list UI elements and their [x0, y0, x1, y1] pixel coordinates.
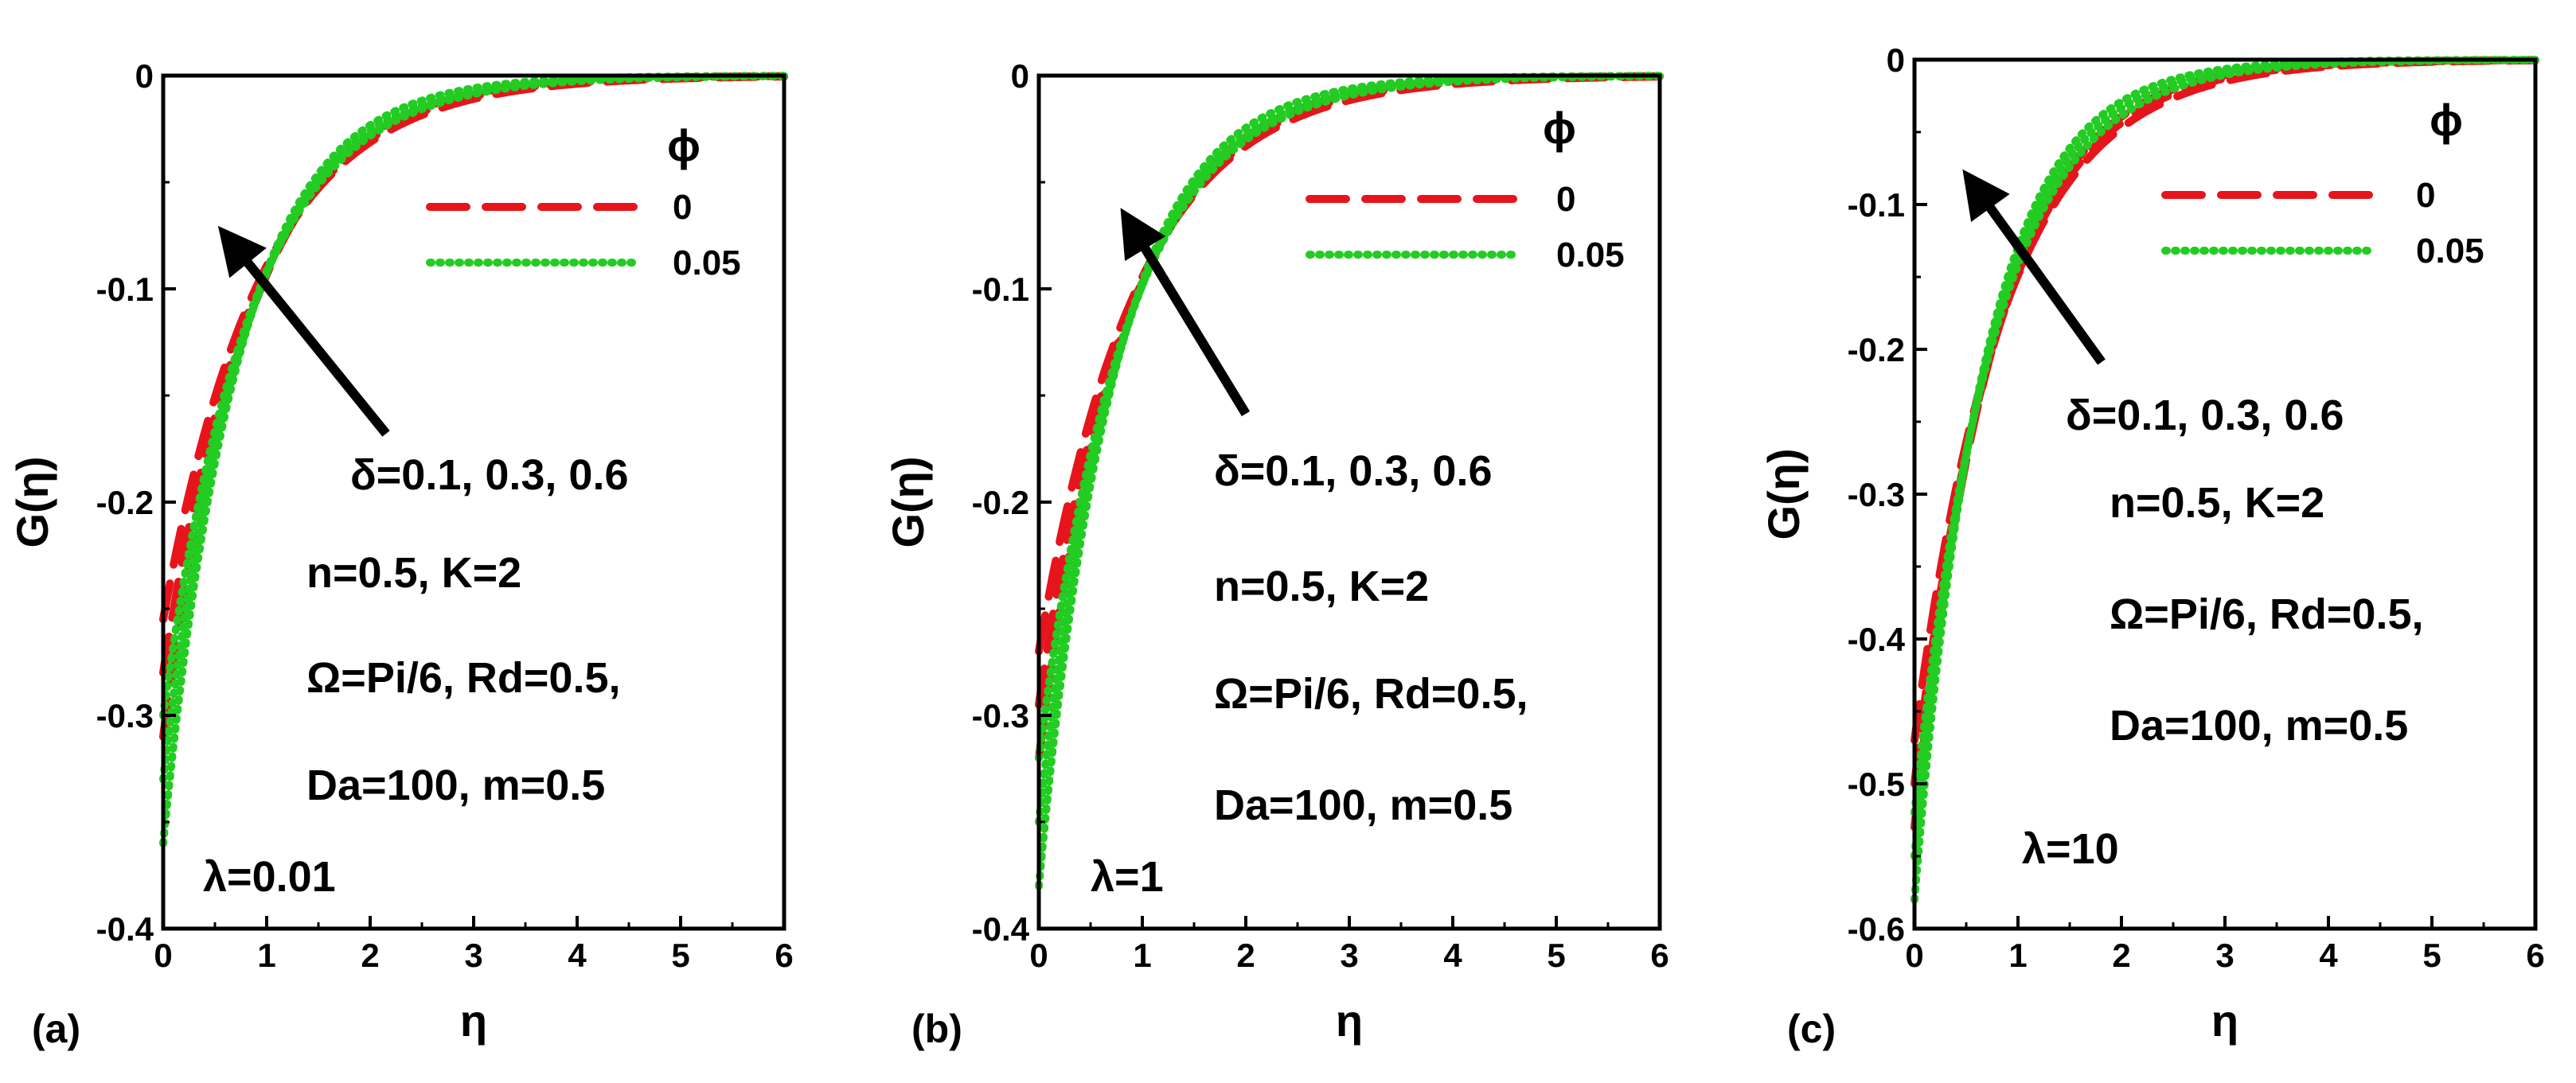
x-tick-label: 2 [2112, 937, 2130, 974]
legend-title: ϕ [1543, 103, 1576, 153]
y-tick-label: -0.3 [972, 697, 1029, 734]
param-lambda: λ=1 [1091, 853, 1164, 901]
x-tick-label: 5 [671, 937, 689, 974]
series-layer [159, 72, 788, 847]
param-omega-rd: Ω=Pi/6, Rd=0.5, [2110, 590, 2423, 638]
series-line-2 [1035, 72, 1664, 762]
y-axis-title: G(η) [7, 456, 57, 547]
x-tick-label: 4 [2319, 937, 2338, 974]
panel-a: 0 1 2 3 4 5 6 -0.4 -0.3 -0.2 -0.1 0 G(η) η (a) ϕ 0 … [7, 57, 794, 1051]
legend-label-phi-0: 0 [673, 188, 692, 227]
param-omega-rd: Ω=Pi/6, Rd=0.5, [306, 654, 620, 702]
x-tick-label: 4 [1443, 937, 1462, 974]
y-tick-label: -0.2 [972, 484, 1029, 521]
legend-title: ϕ [667, 120, 701, 170]
x-tick-label: 2 [1236, 937, 1255, 974]
x-tick-label: 6 [1650, 937, 1669, 974]
y-tick-label: 0 [135, 57, 154, 95]
series-line-2 [159, 72, 788, 741]
y-tick-label: -0.4 [96, 910, 154, 948]
param-n-k: n=0.5, K=2 [1214, 563, 1429, 610]
panel-b: 0 1 2 3 4 5 6 -0.4 -0.3 -0.2 -0.1 0 G(η) η (b) ϕ 0 … [883, 57, 1669, 1051]
series-line-3 [1035, 72, 1664, 762]
param-delta: δ=0.1, 0.3, 0.6 [1214, 447, 1493, 495]
x-axis-title: η [460, 995, 487, 1046]
panel-label: (b) [911, 1007, 962, 1051]
legend-label-phi-0: 0 [1556, 180, 1575, 219]
series-line-3 [159, 72, 788, 719]
y-tick-label: -0.1 [1848, 186, 1905, 224]
x-tick-label: 1 [1133, 937, 1151, 974]
panel-label: (a) [32, 1007, 80, 1051]
tick-layer: 0 1 2 3 4 5 6 -0.4 -0.3 -0.2 -0.1 0 [972, 57, 1669, 974]
legend-label-phi-005: 0.05 [673, 243, 741, 282]
x-tick-label: 5 [2422, 937, 2441, 974]
x-tick-label: 3 [1340, 937, 1358, 974]
panel-label: (c) [1787, 1007, 1836, 1051]
y-tick-label: -0.6 [1848, 910, 1905, 948]
y-tick-label: -0.1 [972, 271, 1029, 308]
x-tick-label: 6 [2526, 937, 2544, 974]
y-tick-label: -0.3 [1848, 476, 1905, 513]
param-lambda: λ=0.01 [203, 853, 336, 901]
param-da-m: Da=100, m=0.5 [1214, 781, 1512, 829]
x-tick-label: 1 [257, 937, 275, 974]
y-tick-label: 0 [1887, 41, 1905, 79]
y-tick-label: 0 [1011, 57, 1029, 95]
x-tick-label: 1 [2008, 937, 2027, 974]
panel-c: 0 1 2 3 4 5 6-0.6-0.5-0.4-0.3-0.2-0.10 G(η) η … [1758, 41, 2545, 1051]
param-delta: δ=0.1, 0.3, 0.6 [2066, 392, 2344, 439]
legend-label-phi-005: 0.05 [2416, 232, 2484, 271]
param-omega-rd: Ω=Pi/6, Rd=0.5, [1214, 670, 1528, 718]
y-axis-title: G(η) [883, 456, 933, 547]
legend-title: ϕ [2430, 95, 2463, 145]
x-axis-title: η [2211, 995, 2238, 1046]
x-tick-label: 6 [775, 937, 793, 974]
delta-direction-arrow [1120, 208, 1251, 417]
legend-label-phi-0: 0 [2416, 176, 2435, 215]
param-lambda: λ=10 [2022, 825, 2119, 873]
y-tick-label: -0.4 [1848, 621, 1906, 658]
x-tick-label: 0 [154, 937, 172, 974]
y-tick-label: -0.5 [1848, 766, 1905, 803]
tick-layer: 0 1 2 3 4 5 6 -0.4 -0.3 -0.2 -0.1 0 [96, 57, 794, 974]
y-axis-title: G(η) [1758, 448, 1809, 540]
param-n-k: n=0.5, K=2 [2110, 479, 2324, 527]
x-tick-label: 0 [1029, 937, 1048, 974]
y-tick-label: -0.3 [96, 697, 154, 734]
delta-direction-arrow [1962, 169, 2106, 365]
delta-direction-arrow [217, 225, 390, 437]
param-n-k: n=0.5, K=2 [306, 549, 521, 597]
param-da-m: Da=100, m=0.5 [306, 762, 605, 809]
x-tick-label: 5 [1547, 937, 1565, 974]
y-tick-label: -0.2 [1848, 331, 1905, 368]
y-tick-label: -0.1 [96, 271, 154, 308]
x-axis-title: η [1336, 995, 1363, 1046]
y-tick-label: -0.4 [972, 910, 1030, 948]
y-tick-label: -0.2 [96, 484, 154, 521]
param-delta: δ=0.1, 0.3, 0.6 [350, 451, 629, 499]
x-tick-label: 4 [568, 937, 587, 974]
tick-layer: 0 1 2 3 4 5 6 -0.6 -0.5 -0.4 -0.3 -0.2 -0.1 0 [1848, 41, 2545, 974]
x-tick-label: 3 [464, 937, 482, 974]
param-da-m: Da=100, m=0.5 [2110, 702, 2408, 750]
x-tick-label: 3 [2215, 937, 2234, 974]
x-tick-label: 0 [1905, 937, 1923, 974]
legend-label-phi-005: 0.05 [1556, 236, 1625, 275]
x-tick-label: 2 [361, 937, 379, 974]
series-line-1 [1035, 72, 1664, 709]
